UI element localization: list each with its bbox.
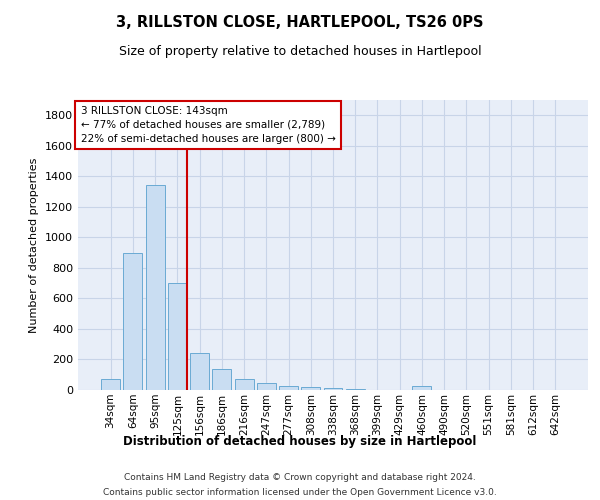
Text: Distribution of detached houses by size in Hartlepool: Distribution of detached houses by size …	[124, 435, 476, 448]
Y-axis label: Number of detached properties: Number of detached properties	[29, 158, 40, 332]
Bar	[235, 378, 254, 390]
Bar	[257, 383, 276, 390]
Bar	[124, 252, 142, 390]
Bar	[301, 387, 320, 390]
Bar	[212, 368, 231, 390]
Bar	[190, 354, 209, 390]
Bar	[101, 378, 120, 390]
Bar	[323, 388, 343, 390]
Bar	[168, 283, 187, 390]
Bar	[346, 389, 365, 390]
Bar	[146, 186, 164, 390]
Text: Contains HM Land Registry data © Crown copyright and database right 2024.: Contains HM Land Registry data © Crown c…	[124, 473, 476, 482]
Text: Size of property relative to detached houses in Hartlepool: Size of property relative to detached ho…	[119, 45, 481, 58]
Bar	[412, 386, 431, 390]
Text: 3 RILLSTON CLOSE: 143sqm
← 77% of detached houses are smaller (2,789)
22% of sem: 3 RILLSTON CLOSE: 143sqm ← 77% of detach…	[80, 106, 335, 144]
Bar	[279, 386, 298, 390]
Text: Contains public sector information licensed under the Open Government Licence v3: Contains public sector information licen…	[103, 488, 497, 497]
Text: 3, RILLSTON CLOSE, HARTLEPOOL, TS26 0PS: 3, RILLSTON CLOSE, HARTLEPOOL, TS26 0PS	[116, 15, 484, 30]
